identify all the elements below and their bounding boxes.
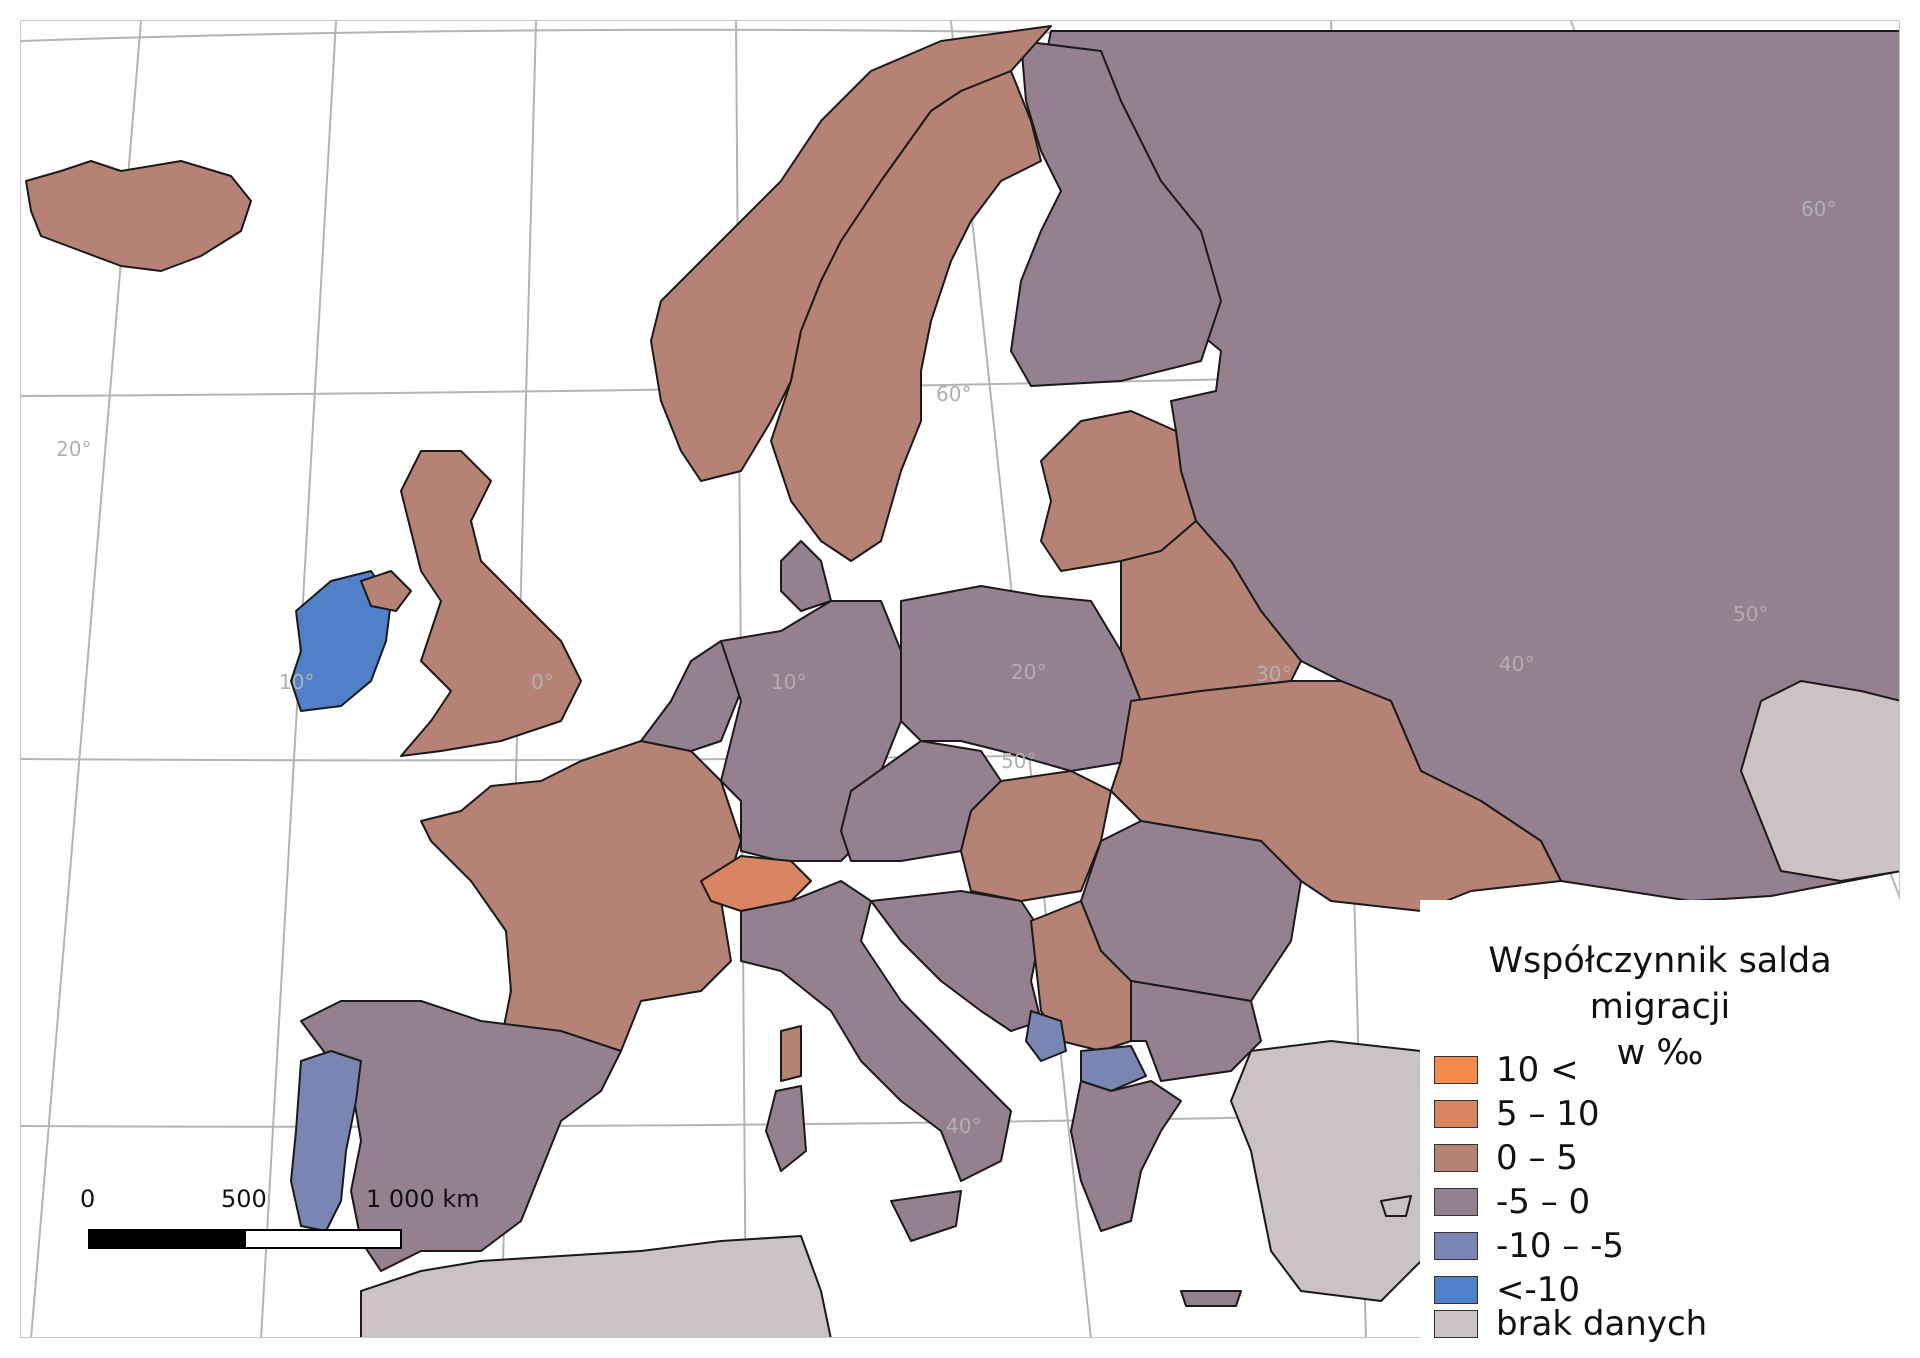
- legend-item-label: 10 <: [1496, 1050, 1579, 1090]
- region-northern-ireland: [360, 570, 412, 612]
- graticule-label: 40°: [1499, 652, 1534, 676]
- graticule-label: 30°: [1256, 662, 1291, 686]
- region-denmark: [780, 540, 832, 612]
- legend-title-line-1: Współczynnik salda migracji: [1488, 941, 1832, 1027]
- scale-label-1000: 1 000 km: [366, 1185, 480, 1213]
- map-frame: 20° 10° 0° 10° 20° 30° 40° 60° 50° 40° 6…: [20, 20, 1900, 1338]
- graticule-label: 10°: [279, 670, 314, 694]
- graticule-labels: 20° 10° 0° 10° 20° 30° 40° 60° 50° 40° 6…: [56, 197, 1836, 1138]
- legend-swatch: [1434, 1232, 1478, 1260]
- graticule-label: 50°: [1001, 749, 1036, 773]
- legend-swatch: [1434, 1144, 1478, 1172]
- region-north-macedonia: [1080, 1045, 1147, 1092]
- legend: Współczynnik salda migracji w ‰ 10 < 5 –…: [1420, 900, 1900, 1344]
- region-bulgaria: [1130, 980, 1262, 1082]
- region-corsica: [780, 1025, 802, 1082]
- legend-swatch: [1434, 1188, 1478, 1216]
- region-hungary-slovakia: [960, 770, 1112, 902]
- countries: [25, 25, 1899, 1337]
- scale-bar-black-segment: [88, 1229, 246, 1249]
- legend-item-label: 0 – 5: [1496, 1138, 1578, 1178]
- scale-label-500: 500: [221, 1185, 267, 1213]
- region-ireland: [290, 570, 392, 712]
- region-switzerland: [700, 855, 812, 912]
- region-sweden: [770, 70, 1042, 562]
- scale-label-0: 0: [80, 1185, 96, 1213]
- graticule-label: 40°: [946, 1114, 981, 1138]
- region-france: [420, 740, 742, 1052]
- region-north-africa: [360, 1235, 832, 1337]
- legend-item-label: 5 – 10: [1496, 1094, 1600, 1134]
- region-finland: [1010, 40, 1222, 387]
- legend-title-line-2: w ‰: [1616, 1033, 1704, 1073]
- region-montenegro: [1025, 1010, 1067, 1062]
- graticule-label: 60°: [1801, 197, 1836, 221]
- europe-map: 20° 10° 0° 10° 20° 30° 40° 60° 50° 40° 6…: [21, 21, 1899, 1337]
- legend-item: 0 – 5: [1434, 1136, 1578, 1180]
- region-belarus: [1120, 520, 1302, 702]
- graticule-label: 50°: [1733, 602, 1768, 626]
- legend-item-label: -5 – 0: [1496, 1182, 1591, 1222]
- legend-swatch: [1434, 1056, 1478, 1084]
- region-italy: [740, 880, 1012, 1182]
- region-spain: [300, 1000, 622, 1272]
- graticule-label: 10°: [771, 670, 806, 694]
- legend-title: Współczynnik salda migracji w ‰: [1420, 938, 1900, 1076]
- region-crete: [1180, 1290, 1242, 1307]
- legend-item-label: <-10: [1496, 1270, 1581, 1310]
- scale-bar-white-segment: [244, 1229, 402, 1249]
- graticule-label: 0°: [531, 670, 554, 694]
- legend-item: 10 <: [1434, 1048, 1579, 1092]
- region-turkey: [1230, 1040, 1432, 1302]
- legend-item-label: -10 – -5: [1496, 1226, 1625, 1266]
- legend-swatch: [1434, 1310, 1478, 1338]
- region-poland: [900, 585, 1142, 772]
- region-sicily: [890, 1190, 962, 1242]
- region-cyprus: [1380, 1195, 1412, 1217]
- legend-item: brak danych: [1434, 1304, 1707, 1344]
- legend-item-label: brak danych: [1496, 1304, 1708, 1344]
- graticule-label: 60°: [936, 382, 971, 406]
- legend-swatch: [1434, 1100, 1478, 1128]
- graticule-label: 20°: [1011, 660, 1046, 684]
- legend-item: -5 – 0: [1434, 1180, 1590, 1224]
- region-sardinia: [765, 1085, 807, 1172]
- graticule-label: 20°: [56, 437, 91, 461]
- legend-item: <-10: [1434, 1268, 1580, 1312]
- legend-item: -10 – -5: [1434, 1224, 1624, 1268]
- region-portugal: [290, 1050, 362, 1232]
- region-greece: [1070, 1080, 1182, 1232]
- region-kazakhstan: [1740, 680, 1899, 882]
- legend-item: 5 – 10: [1434, 1092, 1600, 1136]
- legend-swatch: [1434, 1276, 1478, 1304]
- region-united-kingdom: [400, 450, 582, 757]
- region-iceland: [25, 160, 252, 272]
